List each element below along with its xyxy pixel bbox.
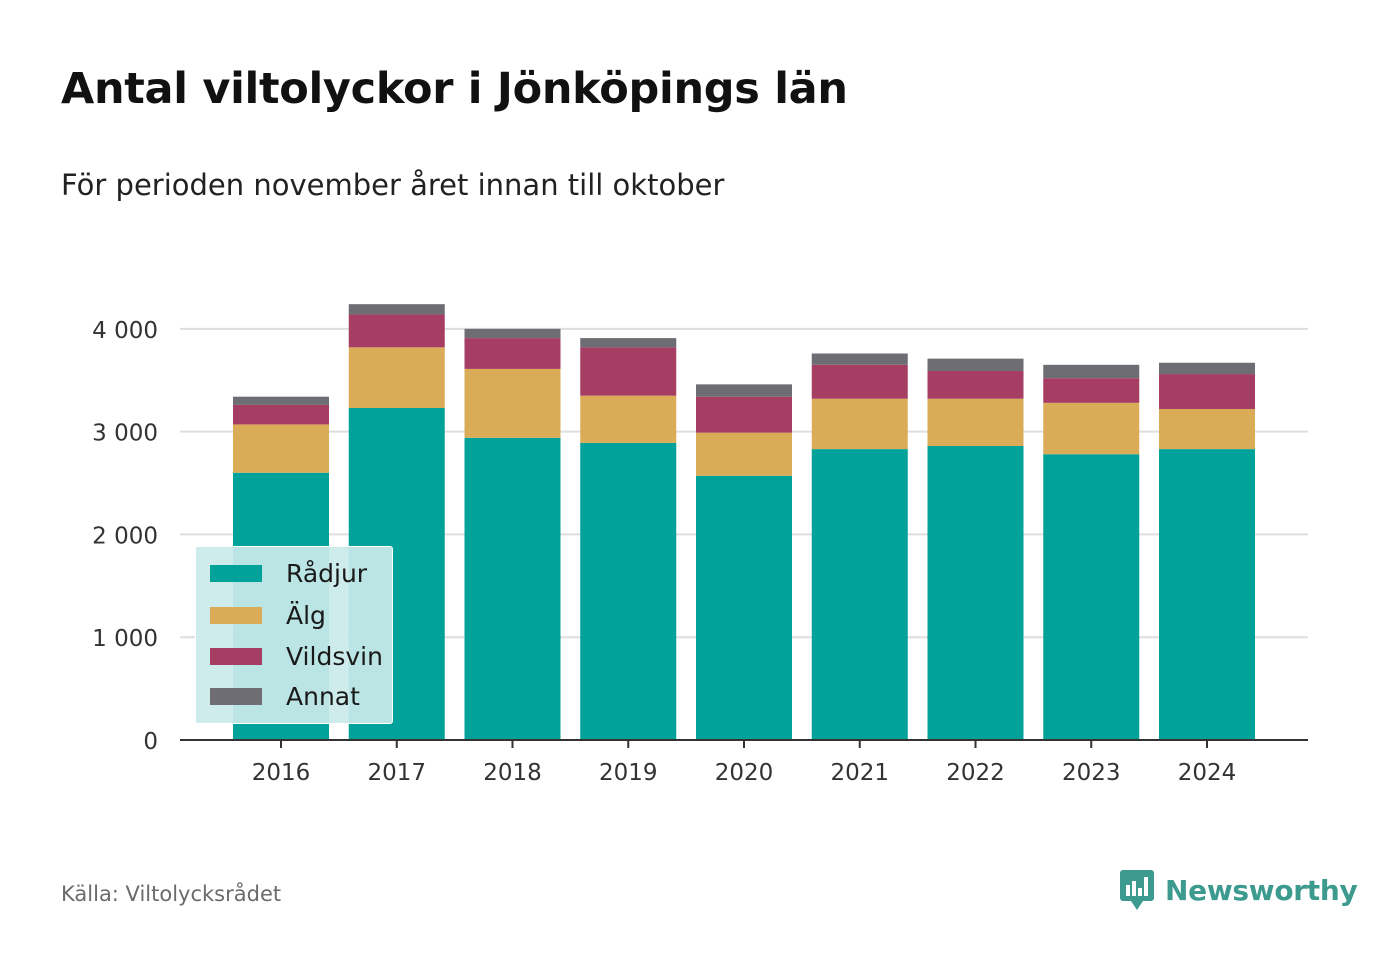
source-note: Källa: Viltolycksrådet	[61, 882, 282, 906]
x-tick-label: 2020	[715, 760, 774, 786]
bar-segment-vildsvin	[348, 314, 445, 348]
x-tick-label: 2021	[830, 760, 889, 786]
bar-segment-älg	[696, 432, 792, 476]
x-tick-label: 2018	[483, 760, 542, 786]
legend-label: Älg	[286, 601, 326, 630]
legend-label: Rådjur	[286, 559, 368, 588]
y-tick-label: 1 000	[92, 626, 158, 652]
bar-segment-annat	[927, 358, 1024, 371]
bar-segment-älg	[1159, 409, 1255, 450]
bar-segment-rådjur	[1159, 449, 1255, 740]
y-axis-ticks: 0 1 000 2 000 3 000 4 000	[92, 318, 158, 755]
bar-segment-älg	[233, 424, 329, 473]
bar-segment-vildsvin	[927, 370, 1024, 399]
bar-segment-älg	[580, 395, 677, 443]
bar-segment-vildsvin	[696, 396, 792, 433]
legend-swatch	[210, 565, 262, 582]
bar-segment-älg	[927, 398, 1024, 447]
x-tick-label: 2024	[1178, 760, 1237, 786]
y-tick-label: 2 000	[92, 523, 158, 549]
bar-segment-annat	[1043, 364, 1140, 379]
bar-segment-rådjur	[464, 437, 561, 740]
bar-segment-annat	[580, 338, 677, 348]
bar-segment-vildsvin	[464, 338, 561, 369]
x-tick-label: 2017	[367, 760, 426, 786]
x-tick-label: 2023	[1062, 760, 1121, 786]
bar-segment-annat	[1159, 362, 1255, 375]
bar-segment-annat	[348, 304, 445, 315]
bar-segment-älg	[1043, 402, 1140, 455]
bar-segment-annat	[811, 353, 908, 365]
bar-segment-älg	[348, 347, 445, 408]
logo-text: Newsworthy	[1165, 873, 1358, 907]
legend-label: Vildsvin	[286, 642, 383, 671]
legend-swatch	[210, 648, 262, 665]
bar-segment-älg	[464, 368, 561, 438]
x-axis-ticks: 2016 2017 2018 2019 2020 2021 2022 2023 2024	[252, 740, 1237, 786]
y-tick-label: 4 000	[92, 318, 158, 344]
legend-label: Annat	[286, 682, 360, 711]
legend-item-radjur: Rådjur	[210, 559, 367, 588]
chart-subtitle: För perioden november året innan till ok…	[61, 168, 725, 202]
x-tick-label: 2016	[252, 760, 311, 786]
bar-segment-annat	[696, 384, 792, 397]
bar-segment-rådjur	[696, 475, 792, 740]
legend: Rådjur Älg Vildsvin Annat	[195, 546, 393, 724]
legend-item-annat: Annat	[210, 682, 360, 711]
x-tick-label: 2019	[599, 760, 658, 786]
bar-segment-vildsvin	[811, 364, 908, 399]
bar-segment-rådjur	[1043, 454, 1140, 740]
bar-segment-annat	[464, 328, 561, 339]
legend-item-alg: Älg	[210, 601, 326, 630]
x-tick-label: 2022	[946, 760, 1005, 786]
bar-segment-älg	[811, 398, 908, 450]
bar-segment-rådjur	[580, 442, 677, 740]
legend-swatch	[210, 607, 262, 624]
y-tick-label: 3 000	[92, 421, 158, 447]
legend-item-vildsvin: Vildsvin	[210, 642, 383, 671]
bar-segment-rådjur	[811, 449, 908, 740]
bar-segment-vildsvin	[580, 347, 677, 396]
chart-title: Antal viltolyckor i Jönköpings län	[61, 64, 848, 114]
bar-segment-vildsvin	[233, 404, 329, 425]
bar-segment-vildsvin	[1043, 378, 1140, 403]
legend-swatch	[210, 688, 262, 705]
y-tick-label: 0	[143, 729, 158, 755]
bar-segment-annat	[233, 396, 329, 405]
bar-segment-rådjur	[927, 446, 1024, 740]
newsworthy-logo: Newsworthy	[1119, 868, 1358, 912]
bar-chart-speech-bubble-icon	[1120, 870, 1154, 910]
bar-segment-vildsvin	[1159, 374, 1255, 410]
